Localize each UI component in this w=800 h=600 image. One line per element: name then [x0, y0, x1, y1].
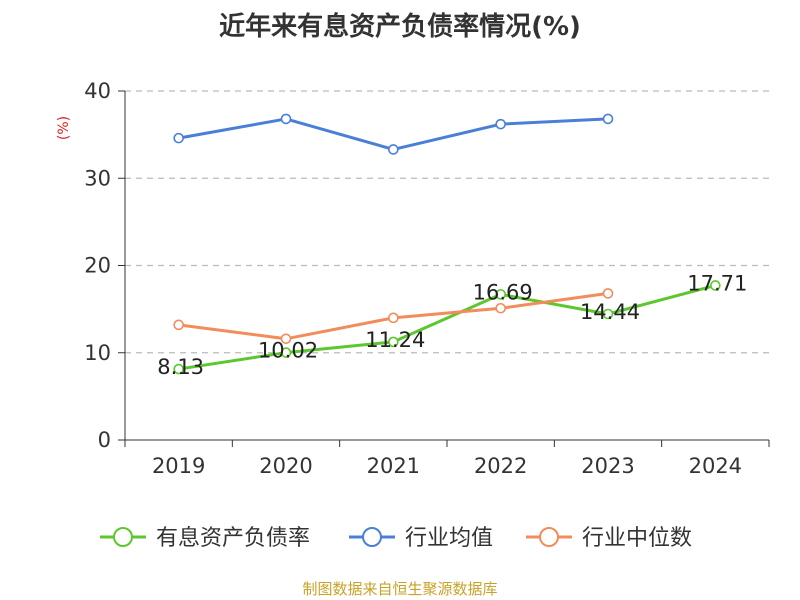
series-1-point-2020 — [280, 113, 292, 125]
x-tick-label-2022: 2022 — [474, 454, 527, 478]
legend: 有息资产负债率 行业均值 行业中位数 — [100, 526, 692, 551]
series-1-point-2019 — [173, 132, 184, 144]
y-tick-label-0: 0 — [98, 428, 111, 452]
series-0-point-2019 — [173, 363, 184, 375]
data-label-2024: 17.71 — [687, 271, 747, 295]
y-tick-label-20: 20 — [84, 254, 111, 278]
legend-marker-0 — [113, 527, 133, 547]
series-2-point-2021 — [388, 312, 399, 324]
series-2-point-2023 — [602, 288, 614, 299]
source-note: 制图数据来自恒生聚源数据库 — [302, 580, 498, 598]
series-2-point-2022 — [495, 302, 506, 314]
data-label-2022: 16.69 — [473, 280, 533, 304]
x-tick-label-2021: 2021 — [367, 454, 420, 478]
legend-marker-2 — [539, 527, 559, 547]
grid-lines — [125, 90, 769, 354]
data-label-2021: 11.24 — [365, 328, 425, 352]
y-tick-label-40: 40 — [84, 79, 111, 103]
series-1-point-2023 — [602, 113, 614, 125]
x-tick-label-2019: 2019 — [152, 454, 205, 478]
series-2-point-2020 — [280, 333, 292, 345]
y-axis-unit-label: (%) — [56, 116, 72, 140]
y-tick-label-30: 30 — [84, 166, 111, 190]
series-lines — [173, 113, 721, 375]
y-tick-label-10: 10 — [84, 341, 111, 365]
series-2-point-2019 — [173, 319, 184, 331]
series-0-point-2021 — [388, 336, 399, 348]
data-labels: 8.13 10.02 11.24 16.69 14.44 17.71 — [157, 271, 747, 379]
data-label-2019: 8.13 — [157, 355, 204, 379]
axes: 0 10 20 30 40 2019 2020 2021 2022 2023 2024 (%) — [56, 79, 770, 478]
series-0-point-2020 — [280, 347, 292, 358]
series-0-point-2024 — [710, 280, 721, 291]
legend-marker-1 — [362, 527, 382, 547]
series-1-point-2021 — [388, 144, 399, 155]
x-tick-label-2024: 2024 — [689, 454, 742, 478]
data-label-2023: 14.44 — [580, 300, 640, 324]
x-tick-label-2020: 2020 — [259, 454, 312, 478]
chart-title: 近年来有息资产负债率情况(%) — [219, 12, 581, 42]
legend-label-0: 有息资产负债率 — [156, 526, 310, 551]
legend-label-2: 行业中位数 — [582, 526, 692, 551]
series-1-point-2022 — [495, 118, 506, 130]
series-0-point-2023 — [602, 308, 614, 320]
x-tick-label-2023: 2023 — [581, 454, 634, 478]
series-line-0 — [178, 284, 716, 371]
series-0-point-2022 — [495, 289, 506, 300]
legend-label-1: 行业均值 — [405, 526, 493, 551]
data-label-2020: 10.02 — [258, 339, 318, 363]
